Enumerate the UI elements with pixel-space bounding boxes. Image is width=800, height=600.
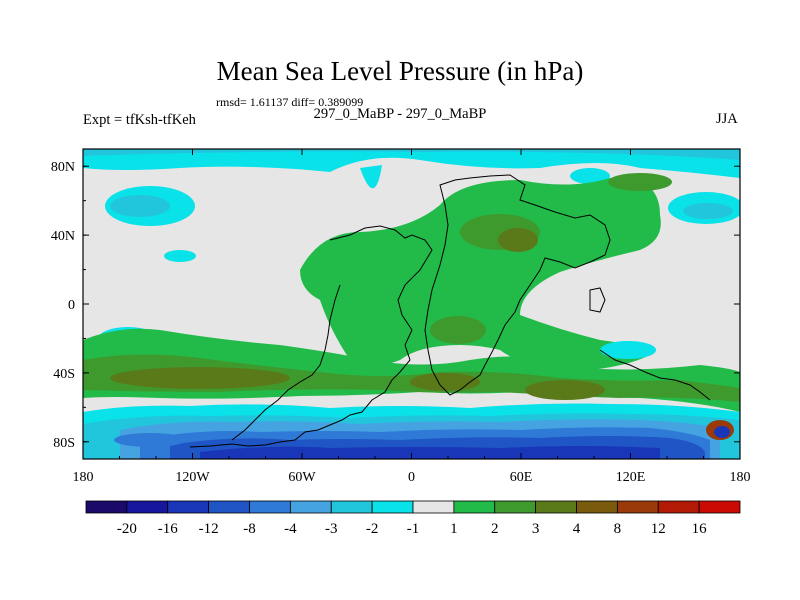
- antarctic-low-peak-3: [714, 426, 730, 438]
- colorbar-label: -1: [407, 521, 420, 537]
- antarctic-low-strong: [200, 446, 660, 459]
- north-pacific-low-core: [110, 195, 170, 217]
- axis-ticks: 180 120W 60W 0 60E 120E 180 80N 40N 0 40S 80S: [51, 149, 751, 485]
- x-tick-label: 180: [730, 470, 751, 485]
- colorbar-swatch: [167, 500, 210, 514]
- x-tick-label: 180: [73, 470, 94, 485]
- colorbar-label: 16: [692, 521, 708, 537]
- colorbar-label: -3: [325, 521, 338, 537]
- center-label: 297_0_MaBP - 297_0_MaBP: [313, 106, 487, 122]
- y-tick-label: 80S: [53, 436, 75, 451]
- experiment-label: Expt = tfKsh-tfKeh: [83, 112, 196, 128]
- colorbar-swatch: [85, 500, 128, 514]
- north-atlantic-low: [570, 168, 610, 184]
- x-tick-label: 0: [408, 470, 415, 485]
- colorbar-label: 1: [450, 521, 458, 537]
- colorbar-swatch: [249, 500, 291, 514]
- colorbar-label: -16: [158, 521, 178, 537]
- coastline-africa-eurasia: [424, 174, 611, 396]
- coastlines: [189, 174, 711, 448]
- colorbar-swatch: [126, 500, 169, 514]
- x-tick-label: 120W: [175, 470, 210, 485]
- colorbar-swatch: [576, 500, 618, 514]
- colorbar-label: 4: [573, 521, 581, 537]
- colorbar-swatch: [330, 500, 373, 514]
- pacific-tropical-low: [600, 341, 656, 359]
- chart-title: Mean Sea Level Pressure (in hPa): [216, 56, 584, 86]
- south-indian-high-core: [525, 380, 605, 400]
- pacific-small-low: [164, 250, 196, 262]
- colorbar-swatch: [535, 500, 577, 514]
- eurasia-high-core-2: [498, 228, 538, 252]
- arctic-low-band-strong: [83, 149, 740, 160]
- colorbar-swatch: [371, 500, 414, 514]
- y-tick-label: 40N: [51, 229, 75, 244]
- antarctic-low-peak: [114, 433, 186, 447]
- colorbar-label: -12: [199, 521, 219, 537]
- colorbar-label: -8: [243, 521, 256, 537]
- stats-label: rmsd= 1.61137 diff= 0.389099: [216, 95, 364, 109]
- colorbar-swatch: [208, 500, 250, 514]
- x-tick-label: 120E: [616, 470, 646, 485]
- eurasia-high-core-3: [608, 173, 672, 191]
- arctic-low-band: [83, 149, 740, 178]
- colorbar-label: 12: [651, 521, 666, 537]
- south-pacific-high-core: [110, 367, 290, 389]
- colorbar: -20 -16 -12 -8 -4 -3 -2 -1 1 2 3 4 8 12 16: [85, 500, 741, 537]
- colorbar-swatch: [494, 500, 537, 514]
- colorbar-label: -2: [366, 521, 379, 537]
- colorbar-swatch: [616, 500, 659, 514]
- south-atlantic-high-core: [410, 373, 480, 391]
- coastline-australia: [599, 349, 711, 401]
- x-tick-label: 60W: [288, 470, 316, 485]
- africa-high-core: [430, 316, 486, 344]
- colorbar-label: -20: [117, 521, 137, 537]
- y-tick-label: 80N: [51, 160, 75, 175]
- colorbar-label: 8: [614, 521, 622, 537]
- colorbar-swatch: [289, 500, 332, 514]
- north-pacific-east-low-core: [683, 203, 733, 219]
- colorbar-swatch: [453, 500, 496, 514]
- season-label: JJA: [716, 111, 738, 127]
- y-tick-label: 40S: [53, 367, 75, 382]
- colorbar-label: 3: [532, 521, 540, 537]
- eurasia-high: [300, 177, 661, 372]
- y-tick-label: 0: [68, 298, 75, 313]
- coastline-south-america-west: [231, 284, 341, 441]
- coastline-americas: [189, 225, 433, 448]
- colorbar-swatch: [412, 500, 455, 514]
- colorbar-swatch: [657, 500, 700, 514]
- colorbar-swatch: [698, 500, 741, 514]
- colorbar-label: 2: [491, 521, 499, 537]
- arctic-tongue: [360, 165, 382, 189]
- map-plot: [83, 149, 740, 459]
- x-tick-label: 60E: [510, 470, 533, 485]
- colorbar-label: -4: [284, 521, 297, 537]
- coastline-islands: [589, 287, 606, 313]
